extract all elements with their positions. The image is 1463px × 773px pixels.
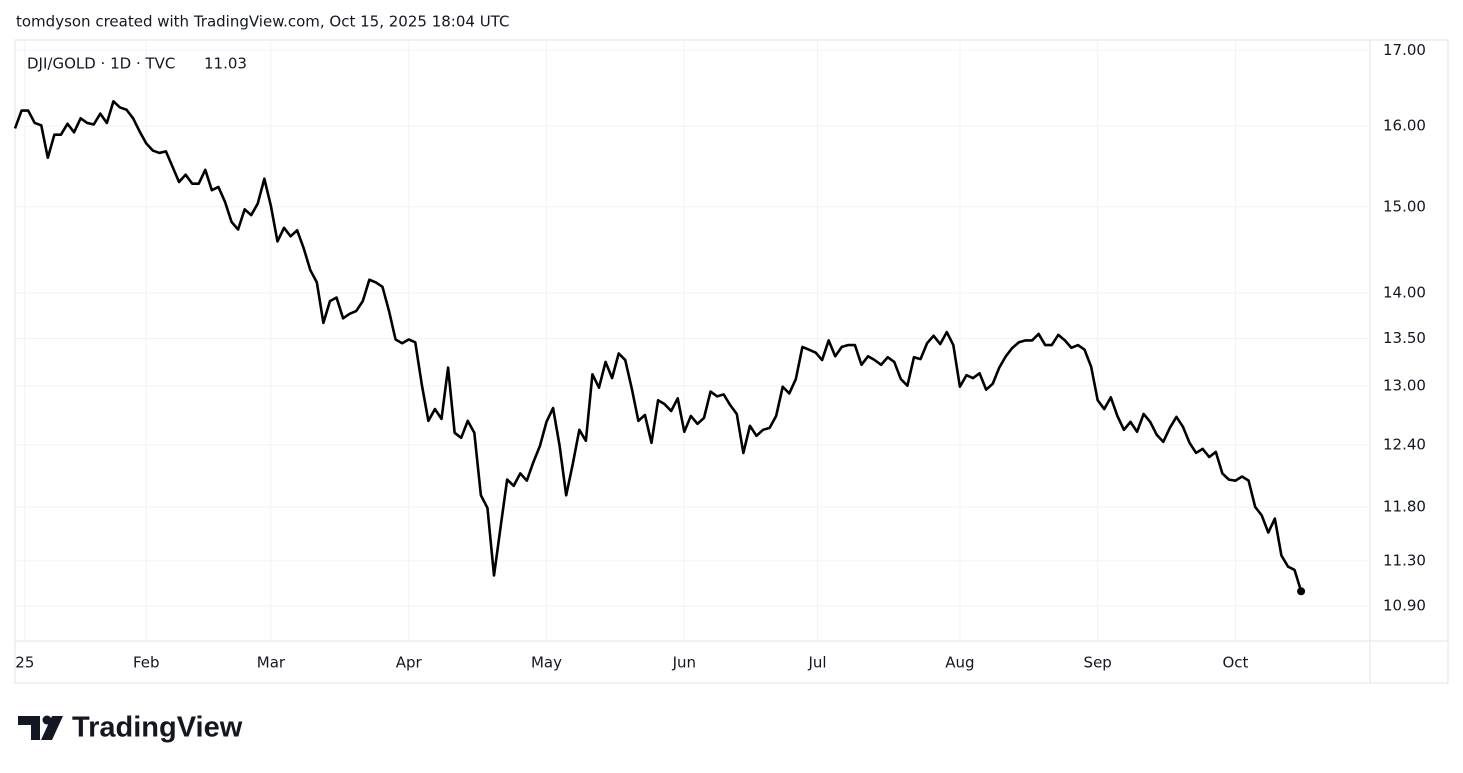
logo-icon <box>18 715 63 740</box>
y-tick-label: 13.00 <box>1383 376 1426 394</box>
y-tick-label: 11.80 <box>1383 497 1426 515</box>
x-tick-label: Oct <box>1223 654 1249 672</box>
x-tick-label: Mar <box>257 654 286 672</box>
legend-symbol: DJI/GOLD · 1D · TVC <box>27 55 175 73</box>
y-tick-label: 15.00 <box>1383 197 1426 215</box>
y-tick-label: 10.90 <box>1383 597 1426 615</box>
y-tick-label: 12.40 <box>1383 435 1426 453</box>
x-tick-label: Jul <box>807 654 826 672</box>
credit: tomdyson created with TradingView.com, O… <box>16 13 509 31</box>
chart-frame <box>14 39 1449 684</box>
plot <box>13 100 1306 596</box>
grid <box>15 40 1370 641</box>
x-tick-label: Feb <box>133 654 160 672</box>
last-point <box>1297 587 1306 596</box>
y-tick-label: 17.00 <box>1383 41 1426 59</box>
legend-last-value: 11.03 <box>204 55 247 73</box>
x-tick-label: Jun <box>672 654 696 672</box>
y-tick-label: 13.50 <box>1383 329 1426 347</box>
logo-text: TradingView <box>72 712 243 744</box>
price-line <box>13 100 1303 592</box>
y-tick-label: 16.00 <box>1383 117 1426 135</box>
x-tick-label: Apr <box>396 654 423 672</box>
x-tick-label: Aug <box>945 654 974 672</box>
x-tick-label: May <box>531 654 562 672</box>
x-tick-label: Sep <box>1084 654 1112 672</box>
y-tick-label: 14.00 <box>1383 284 1426 302</box>
x-tick-label: 25 <box>15 654 34 672</box>
y-tick-label: 11.30 <box>1383 552 1426 570</box>
